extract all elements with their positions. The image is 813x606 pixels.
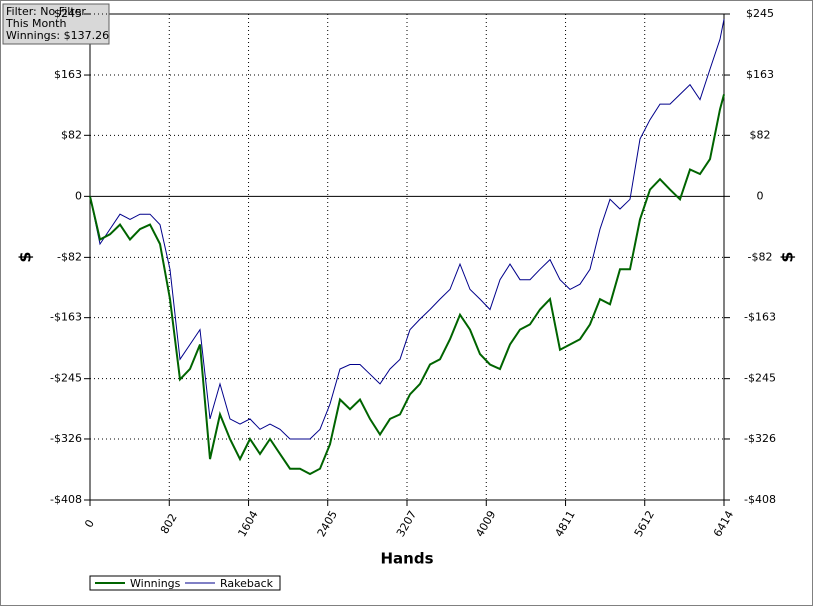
y2-tick-label: -$326 bbox=[744, 432, 776, 445]
y-tick-label: $245 bbox=[54, 7, 82, 20]
y-tick-label: 0 bbox=[75, 189, 82, 202]
y-tick-label: $163 bbox=[54, 68, 82, 81]
y-tick-label: -$326 bbox=[50, 432, 82, 445]
y2-tick-label: $163 bbox=[746, 68, 774, 81]
legend-label: Rakeback bbox=[220, 577, 274, 590]
y-tick-label: -$408 bbox=[50, 493, 82, 506]
info-box: Filter: No Filter This Month Winnings: $… bbox=[2, 3, 110, 45]
x-axis-label: Hands bbox=[380, 550, 433, 568]
y-tick-label: -$82 bbox=[57, 250, 82, 263]
legend-label: Winnings bbox=[130, 577, 181, 590]
y-tick-label: $82 bbox=[61, 128, 82, 141]
y-tick-label: -$245 bbox=[50, 372, 82, 385]
info-text: This Month bbox=[5, 17, 66, 30]
y-axis-label: $ bbox=[16, 251, 35, 262]
series-line bbox=[89, 94, 725, 476]
y-tick-label: -$163 bbox=[50, 311, 82, 324]
y2-tick-label: -$245 bbox=[744, 372, 776, 385]
y2-axis-label: $ bbox=[778, 251, 797, 262]
y2-tick-label: $245 bbox=[746, 7, 774, 20]
y2-tick-label: 0 bbox=[757, 189, 764, 202]
y2-tick-label: -$82 bbox=[748, 250, 773, 263]
info-background bbox=[2, 3, 110, 45]
y2-tick-label: $82 bbox=[750, 128, 771, 141]
y2-tick-label: -$163 bbox=[744, 311, 776, 324]
info-text: Filter: No Filter bbox=[6, 5, 86, 18]
y2-tick-label: -$408 bbox=[744, 493, 776, 506]
info-text: Winnings: $137.26 bbox=[6, 29, 109, 42]
series-line bbox=[89, 19, 725, 440]
